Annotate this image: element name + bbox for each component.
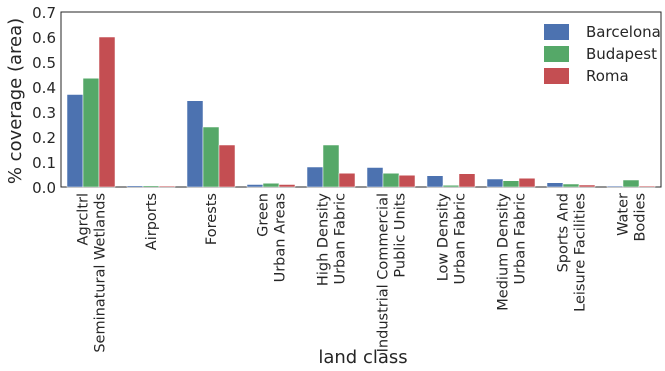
x-tick-label-2: Forests <box>204 193 220 245</box>
x-tick-label-4: High Density Urban Fabric <box>316 193 349 286</box>
x-tick-label-8: Sports And Leisure Facilities <box>556 193 589 312</box>
bar-barcelona-0 <box>66 94 84 188</box>
x-tick-label-line: Public Units <box>393 193 409 278</box>
y-tick-label: 0.3 <box>32 104 56 122</box>
bar-budapest-2 <box>202 126 220 188</box>
bar-roma-4 <box>338 173 356 188</box>
legend-swatch-budapest <box>544 46 569 62</box>
x-tick-label-line: Airports <box>144 193 160 250</box>
bar-barcelona-5 <box>366 167 384 188</box>
bar-roma-7 <box>518 178 536 188</box>
bar-barcelona-2 <box>186 100 204 188</box>
bar-roma-6 <box>458 173 476 188</box>
x-tick-label-line: Urban Fabric <box>333 193 349 285</box>
bar-budapest-3 <box>262 183 280 188</box>
x-tick-label-3: Green Urban Areas <box>256 193 289 282</box>
y-axis: 0.0 0.1 0.2 0.3 0.4 0.5 0.6 0.7 <box>32 4 56 197</box>
x-axis: Agrcltrl Seminatural Wetlands Airports Fore… <box>76 193 649 353</box>
x-axis-label: land class <box>318 347 407 368</box>
x-tick-label-line: Green <box>256 193 272 237</box>
bar-roma-5 <box>398 175 416 188</box>
bar-barcelona-9 <box>606 185 624 188</box>
bar-budapest-5 <box>382 173 400 188</box>
x-tick-label-5: Industrial Commercial Public Units <box>376 193 409 352</box>
x-tick-label-0: Agrcltrl Seminatural Wetlands <box>76 193 109 353</box>
x-tick-label-9: Water Bodies <box>616 193 649 242</box>
x-tick-label-line: Low Density <box>436 193 452 282</box>
x-tick-label-line: Seminatural Wetlands <box>93 193 109 353</box>
bar-roma-3 <box>278 184 296 188</box>
x-tick-label-line: Urban Fabric <box>453 193 469 285</box>
bar-roma-1 <box>158 185 176 188</box>
legend: Barcelona Budapest Roma <box>544 23 661 85</box>
bar-barcelona-8 <box>546 182 564 188</box>
bar-roma-8 <box>578 184 596 188</box>
y-axis-label: % coverage (area) <box>5 18 26 184</box>
bar-barcelona-4 <box>306 166 324 188</box>
plot-area <box>60 11 662 188</box>
legend-label-barcelona: Barcelona <box>586 23 661 41</box>
bars-group <box>66 36 656 188</box>
bar-budapest-7 <box>502 180 520 188</box>
bar-budapest-8 <box>562 183 580 188</box>
bar-barcelona-6 <box>426 175 444 188</box>
y-tick-label: 0.0 <box>32 179 56 197</box>
y-tick-label: 0.5 <box>32 54 56 72</box>
y-tick-label: 0.2 <box>32 129 56 147</box>
x-tick-label-line: High Density <box>316 193 332 286</box>
x-tick-label-line: Industrial Commercial <box>376 193 392 352</box>
x-tick-label-line: Leisure Facilities <box>573 193 589 312</box>
x-tick-label-line: Water <box>616 193 632 236</box>
x-tick-label-6: Low Density Urban Fabric <box>436 193 469 285</box>
legend-swatch-roma <box>544 68 569 84</box>
y-tick-label: 0.1 <box>32 154 56 172</box>
bar-budapest-6 <box>442 185 460 188</box>
legend-swatch-barcelona <box>544 24 569 40</box>
x-tick-label-line: Urban Areas <box>273 193 289 282</box>
x-tick-label-line: Medium Density <box>496 193 512 311</box>
bar-budapest-9 <box>622 179 640 188</box>
bar-barcelona-7 <box>486 178 504 188</box>
x-tick-label-line: Forests <box>204 193 220 245</box>
x-tick-label-7: Medium Density Urban Fabric <box>496 193 529 311</box>
y-tick-label: 0.7 <box>32 4 56 22</box>
x-tick-label-line: Agrcltrl <box>76 193 92 245</box>
bar-barcelona-3 <box>246 184 264 188</box>
bar-budapest-0 <box>82 78 100 188</box>
plot-frame <box>60 11 662 188</box>
bar-barcelona-1 <box>126 185 144 188</box>
x-tick-label-line: Bodies <box>633 193 649 242</box>
y-tick-label: 0.4 <box>32 79 56 97</box>
bar-budapest-4 <box>322 144 340 188</box>
legend-label-roma: Roma <box>586 67 629 85</box>
x-tick-label-line: Urban Fabric <box>513 193 529 285</box>
bar-roma-9 <box>638 185 656 188</box>
x-tick-label-line: Sports And <box>556 193 572 272</box>
x-tick-label-1: Airports <box>144 193 160 250</box>
bar-roma-2 <box>218 144 236 188</box>
bar-budapest-1 <box>142 185 160 188</box>
bar-roma-0 <box>98 36 116 188</box>
y-tick-label: 0.6 <box>32 29 56 47</box>
legend-label-budapest: Budapest <box>586 45 657 63</box>
